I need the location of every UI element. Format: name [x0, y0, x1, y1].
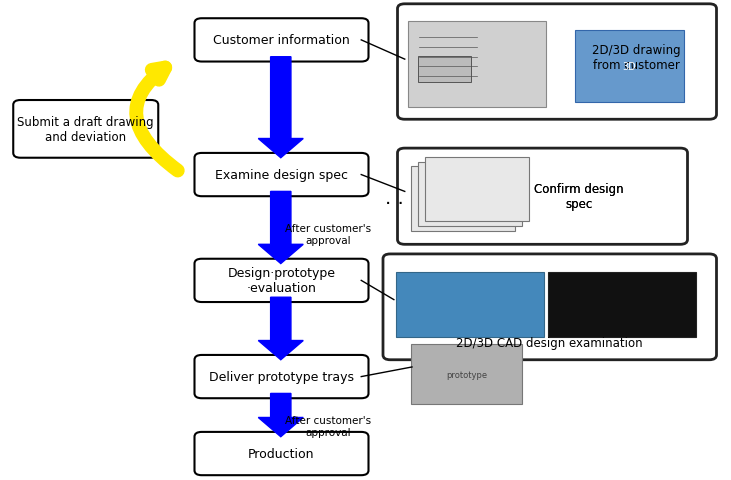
FancyBboxPatch shape	[194, 355, 368, 398]
FancyBboxPatch shape	[418, 57, 471, 83]
FancyBboxPatch shape	[575, 31, 684, 103]
FancyBboxPatch shape	[425, 157, 529, 222]
Text: Production: Production	[249, 447, 315, 460]
FancyArrowPatch shape	[136, 69, 178, 171]
Text: Confirm design
spec: Confirm design spec	[534, 183, 624, 211]
FancyBboxPatch shape	[418, 162, 522, 227]
Text: Examine design spec: Examine design spec	[215, 168, 348, 182]
FancyBboxPatch shape	[194, 154, 368, 197]
Text: prototype: prototype	[446, 370, 487, 379]
Polygon shape	[258, 394, 303, 437]
Text: After customer's
approval: After customer's approval	[285, 416, 371, 437]
Polygon shape	[258, 58, 303, 158]
FancyBboxPatch shape	[398, 149, 687, 245]
Polygon shape	[258, 192, 303, 264]
Text: Submit a draft drawing
and deviation: Submit a draft drawing and deviation	[18, 116, 154, 144]
FancyBboxPatch shape	[398, 5, 716, 120]
FancyBboxPatch shape	[383, 254, 716, 360]
Text: Design·prototype
·evaluation: Design·prototype ·evaluation	[227, 267, 336, 295]
FancyBboxPatch shape	[194, 259, 368, 302]
Text: Deliver prototype trays: Deliver prototype trays	[209, 370, 354, 384]
FancyBboxPatch shape	[13, 101, 158, 158]
FancyBboxPatch shape	[396, 273, 544, 337]
FancyBboxPatch shape	[411, 345, 522, 404]
FancyBboxPatch shape	[194, 19, 368, 62]
FancyBboxPatch shape	[194, 432, 368, 475]
Text: · ·: · ·	[385, 194, 404, 214]
Text: 2D/3D CAD design examination: 2D/3D CAD design examination	[456, 336, 643, 350]
Text: Confirm design
spec: Confirm design spec	[534, 183, 624, 211]
Text: 3D: 3D	[623, 62, 637, 72]
FancyBboxPatch shape	[548, 273, 696, 337]
FancyBboxPatch shape	[411, 167, 515, 231]
Text: Customer information: Customer information	[213, 34, 350, 48]
Polygon shape	[258, 298, 303, 360]
Text: After customer's
approval: After customer's approval	[285, 224, 371, 245]
Text: 2D/3D drawing
from customer: 2D/3D drawing from customer	[592, 44, 681, 72]
FancyBboxPatch shape	[409, 22, 546, 108]
